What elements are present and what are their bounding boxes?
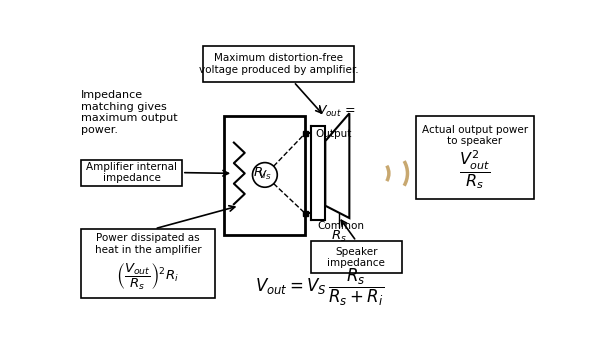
Text: Impedance
matching gives
maximum output
power.: Impedance matching gives maximum output … [81, 90, 178, 135]
Circle shape [253, 162, 277, 187]
Text: Speaker
impedance: Speaker impedance [328, 246, 385, 268]
FancyBboxPatch shape [81, 229, 215, 298]
FancyBboxPatch shape [224, 116, 305, 235]
Text: Common: Common [317, 221, 365, 231]
Text: $\left(\dfrac{V_{out}}{R_s}\right)^2 R_i$: $\left(\dfrac{V_{out}}{R_s}\right)^2 R_i… [116, 262, 179, 292]
Text: Maximum distortion-free
voltage produced by amplifier.: Maximum distortion-free voltage produced… [199, 53, 358, 75]
Text: Power dissipated as
heat in the amplifier: Power dissipated as heat in the amplifie… [95, 233, 201, 255]
Text: $V_{out}$ =: $V_{out}$ = [317, 104, 355, 119]
Text: $R_i$: $R_i$ [253, 166, 267, 181]
Text: $R_s$: $R_s$ [331, 229, 346, 244]
Text: Amplifier internal
impedance: Amplifier internal impedance [86, 162, 177, 183]
Text: Output: Output [315, 130, 352, 139]
FancyBboxPatch shape [311, 126, 325, 219]
Polygon shape [325, 113, 349, 218]
Bar [303, 131, 308, 136]
FancyBboxPatch shape [311, 241, 402, 274]
Bar [303, 211, 308, 216]
Text: $\dfrac{V^2_{out}}{R_s}$: $\dfrac{V^2_{out}}{R_s}$ [459, 148, 491, 191]
FancyBboxPatch shape [416, 116, 534, 199]
FancyBboxPatch shape [81, 160, 182, 186]
FancyBboxPatch shape [203, 46, 354, 82]
Text: $V_{out} = V_S\,\dfrac{R_s}{R_s + R_i}$: $V_{out} = V_S\,\dfrac{R_s}{R_s + R_i}$ [254, 267, 383, 308]
Text: Actual output power
to speaker: Actual output power to speaker [422, 125, 528, 147]
Text: $V_S$: $V_S$ [258, 168, 272, 182]
